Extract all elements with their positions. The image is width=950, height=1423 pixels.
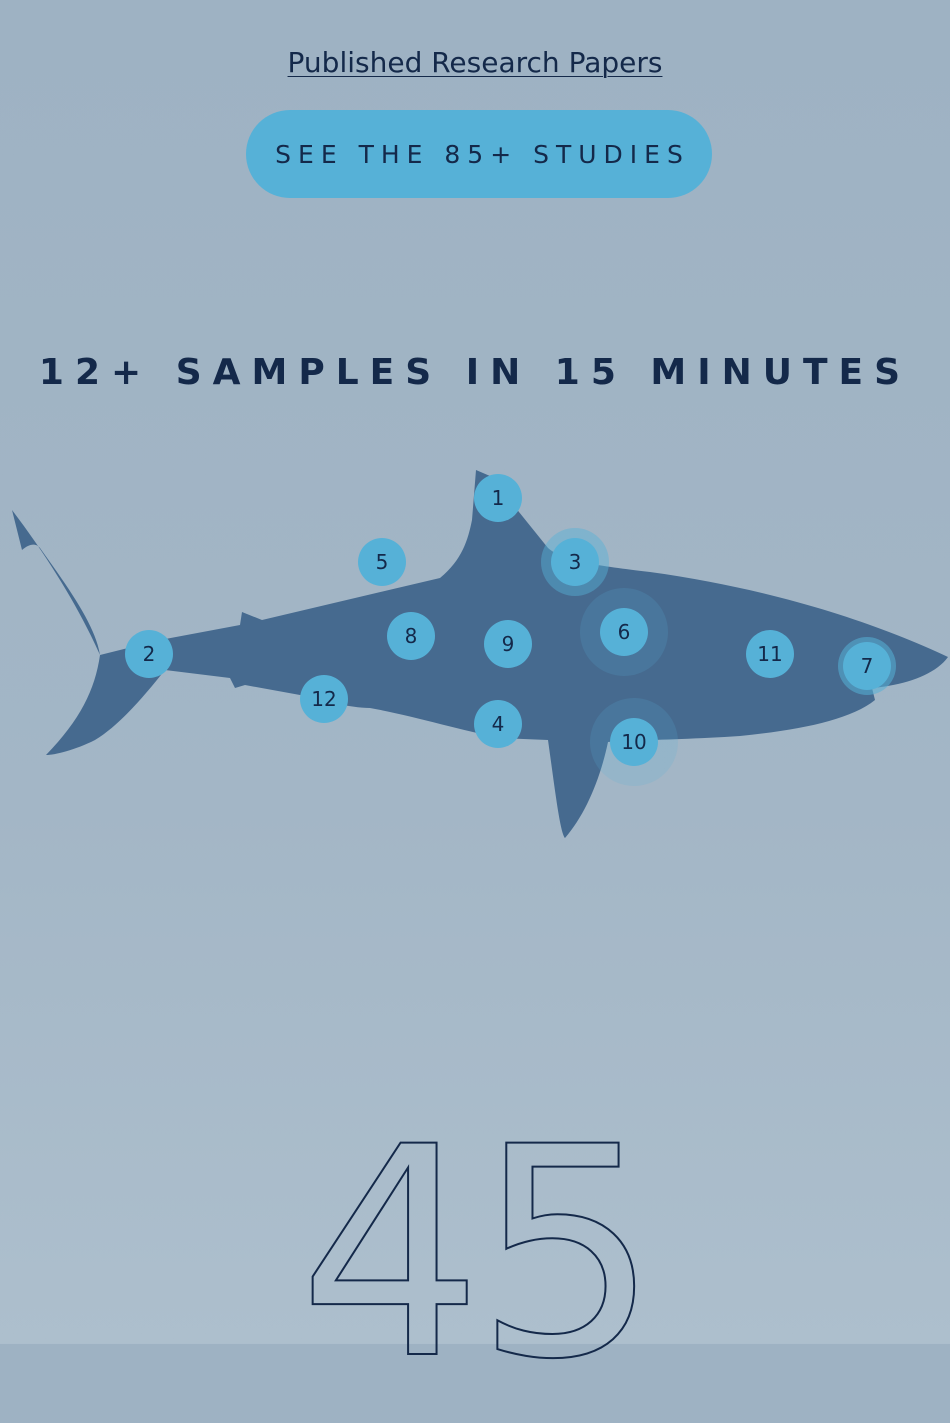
stat-number: 45 bbox=[297, 1086, 660, 1423]
hotspot-10[interactable]: 10 bbox=[610, 718, 658, 766]
hotspot-8[interactable]: 8 bbox=[387, 612, 435, 660]
hotspot-7[interactable]: 7 bbox=[843, 642, 891, 690]
hotspot-5[interactable]: 5 bbox=[358, 538, 406, 586]
hotspot-6[interactable]: 6 bbox=[600, 608, 648, 656]
hotspot-9[interactable]: 9 bbox=[484, 620, 532, 668]
hotspot-2[interactable]: 2 bbox=[125, 630, 173, 678]
hotspot-11[interactable]: 11 bbox=[746, 630, 794, 678]
hotspot-4[interactable]: 4 bbox=[474, 700, 522, 748]
published-research-papers-link[interactable]: Published Research Papers bbox=[287, 46, 663, 79]
hotspot-12[interactable]: 12 bbox=[300, 675, 348, 723]
hotspot-1[interactable]: 1 bbox=[474, 474, 522, 522]
see-studies-button[interactable]: SEE THE 85+ STUDIES bbox=[246, 110, 712, 198]
samples-heading: 12+ SAMPLES IN 15 MINUTES bbox=[38, 352, 912, 393]
hotspot-3[interactable]: 3 bbox=[551, 538, 599, 586]
